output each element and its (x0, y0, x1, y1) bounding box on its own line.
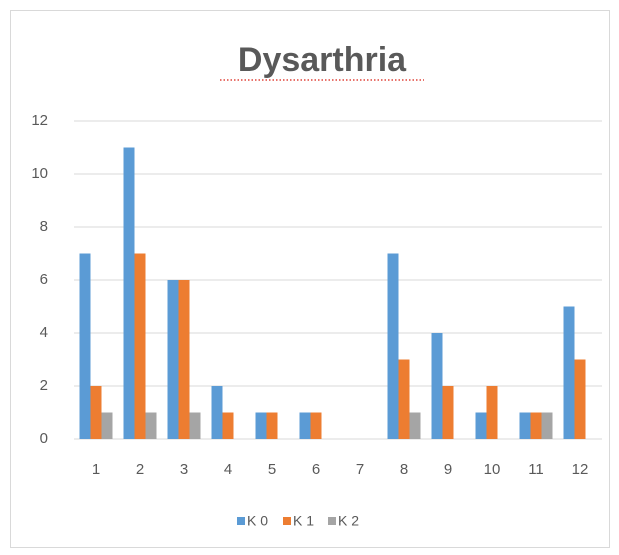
bar (255, 412, 267, 439)
x-tick-label: 5 (268, 461, 276, 478)
bar (519, 412, 531, 439)
bar (222, 412, 234, 439)
x-tick-label: 7 (356, 461, 364, 478)
bar (90, 386, 102, 439)
legend-label: K 0 (247, 513, 268, 529)
bar (211, 386, 223, 439)
bar (123, 147, 135, 439)
bar (530, 412, 542, 439)
legend-label: K 1 (293, 513, 314, 529)
legend-swatch (237, 517, 245, 525)
bar (310, 412, 322, 439)
x-tick-label: 3 (180, 461, 188, 478)
chart-border (10, 10, 610, 548)
bar (486, 386, 498, 439)
bar (189, 412, 201, 439)
bar (475, 412, 487, 439)
bar (387, 253, 399, 439)
y-tick-label: 6 (40, 271, 48, 288)
y-tick-label: 2 (40, 377, 48, 394)
x-tick-label: 12 (572, 461, 589, 478)
bar (442, 386, 454, 439)
y-tick-label: 0 (40, 430, 48, 447)
y-tick-label: 12 (31, 112, 48, 129)
y-tick-label: 8 (40, 218, 48, 235)
bar (266, 412, 278, 439)
bar (409, 412, 421, 439)
bar (101, 412, 113, 439)
x-tick-label: 4 (224, 461, 232, 478)
bar (134, 253, 146, 439)
bar (79, 253, 91, 439)
bar (178, 280, 190, 439)
x-tick-label: 2 (136, 461, 144, 478)
legend-label: K 2 (338, 513, 359, 529)
legend-swatch (283, 517, 291, 525)
x-tick-label: 1 (92, 461, 100, 478)
bar (574, 359, 586, 439)
x-tick-label: 9 (444, 461, 452, 478)
bar (563, 306, 575, 439)
bar (541, 412, 553, 439)
bar (167, 280, 179, 439)
bar (398, 359, 410, 439)
legend-swatch (328, 517, 336, 525)
bar (145, 412, 157, 439)
bar (431, 333, 443, 439)
bar (299, 412, 311, 439)
chart-title: Dysarthria (238, 41, 407, 79)
x-tick-label: 10 (484, 461, 501, 478)
y-tick-label: 4 (40, 324, 48, 341)
y-tick-label: 10 (31, 165, 48, 182)
x-tick-label: 6 (312, 461, 320, 478)
x-tick-label: 11 (528, 461, 544, 478)
x-tick-label: 8 (400, 461, 408, 478)
